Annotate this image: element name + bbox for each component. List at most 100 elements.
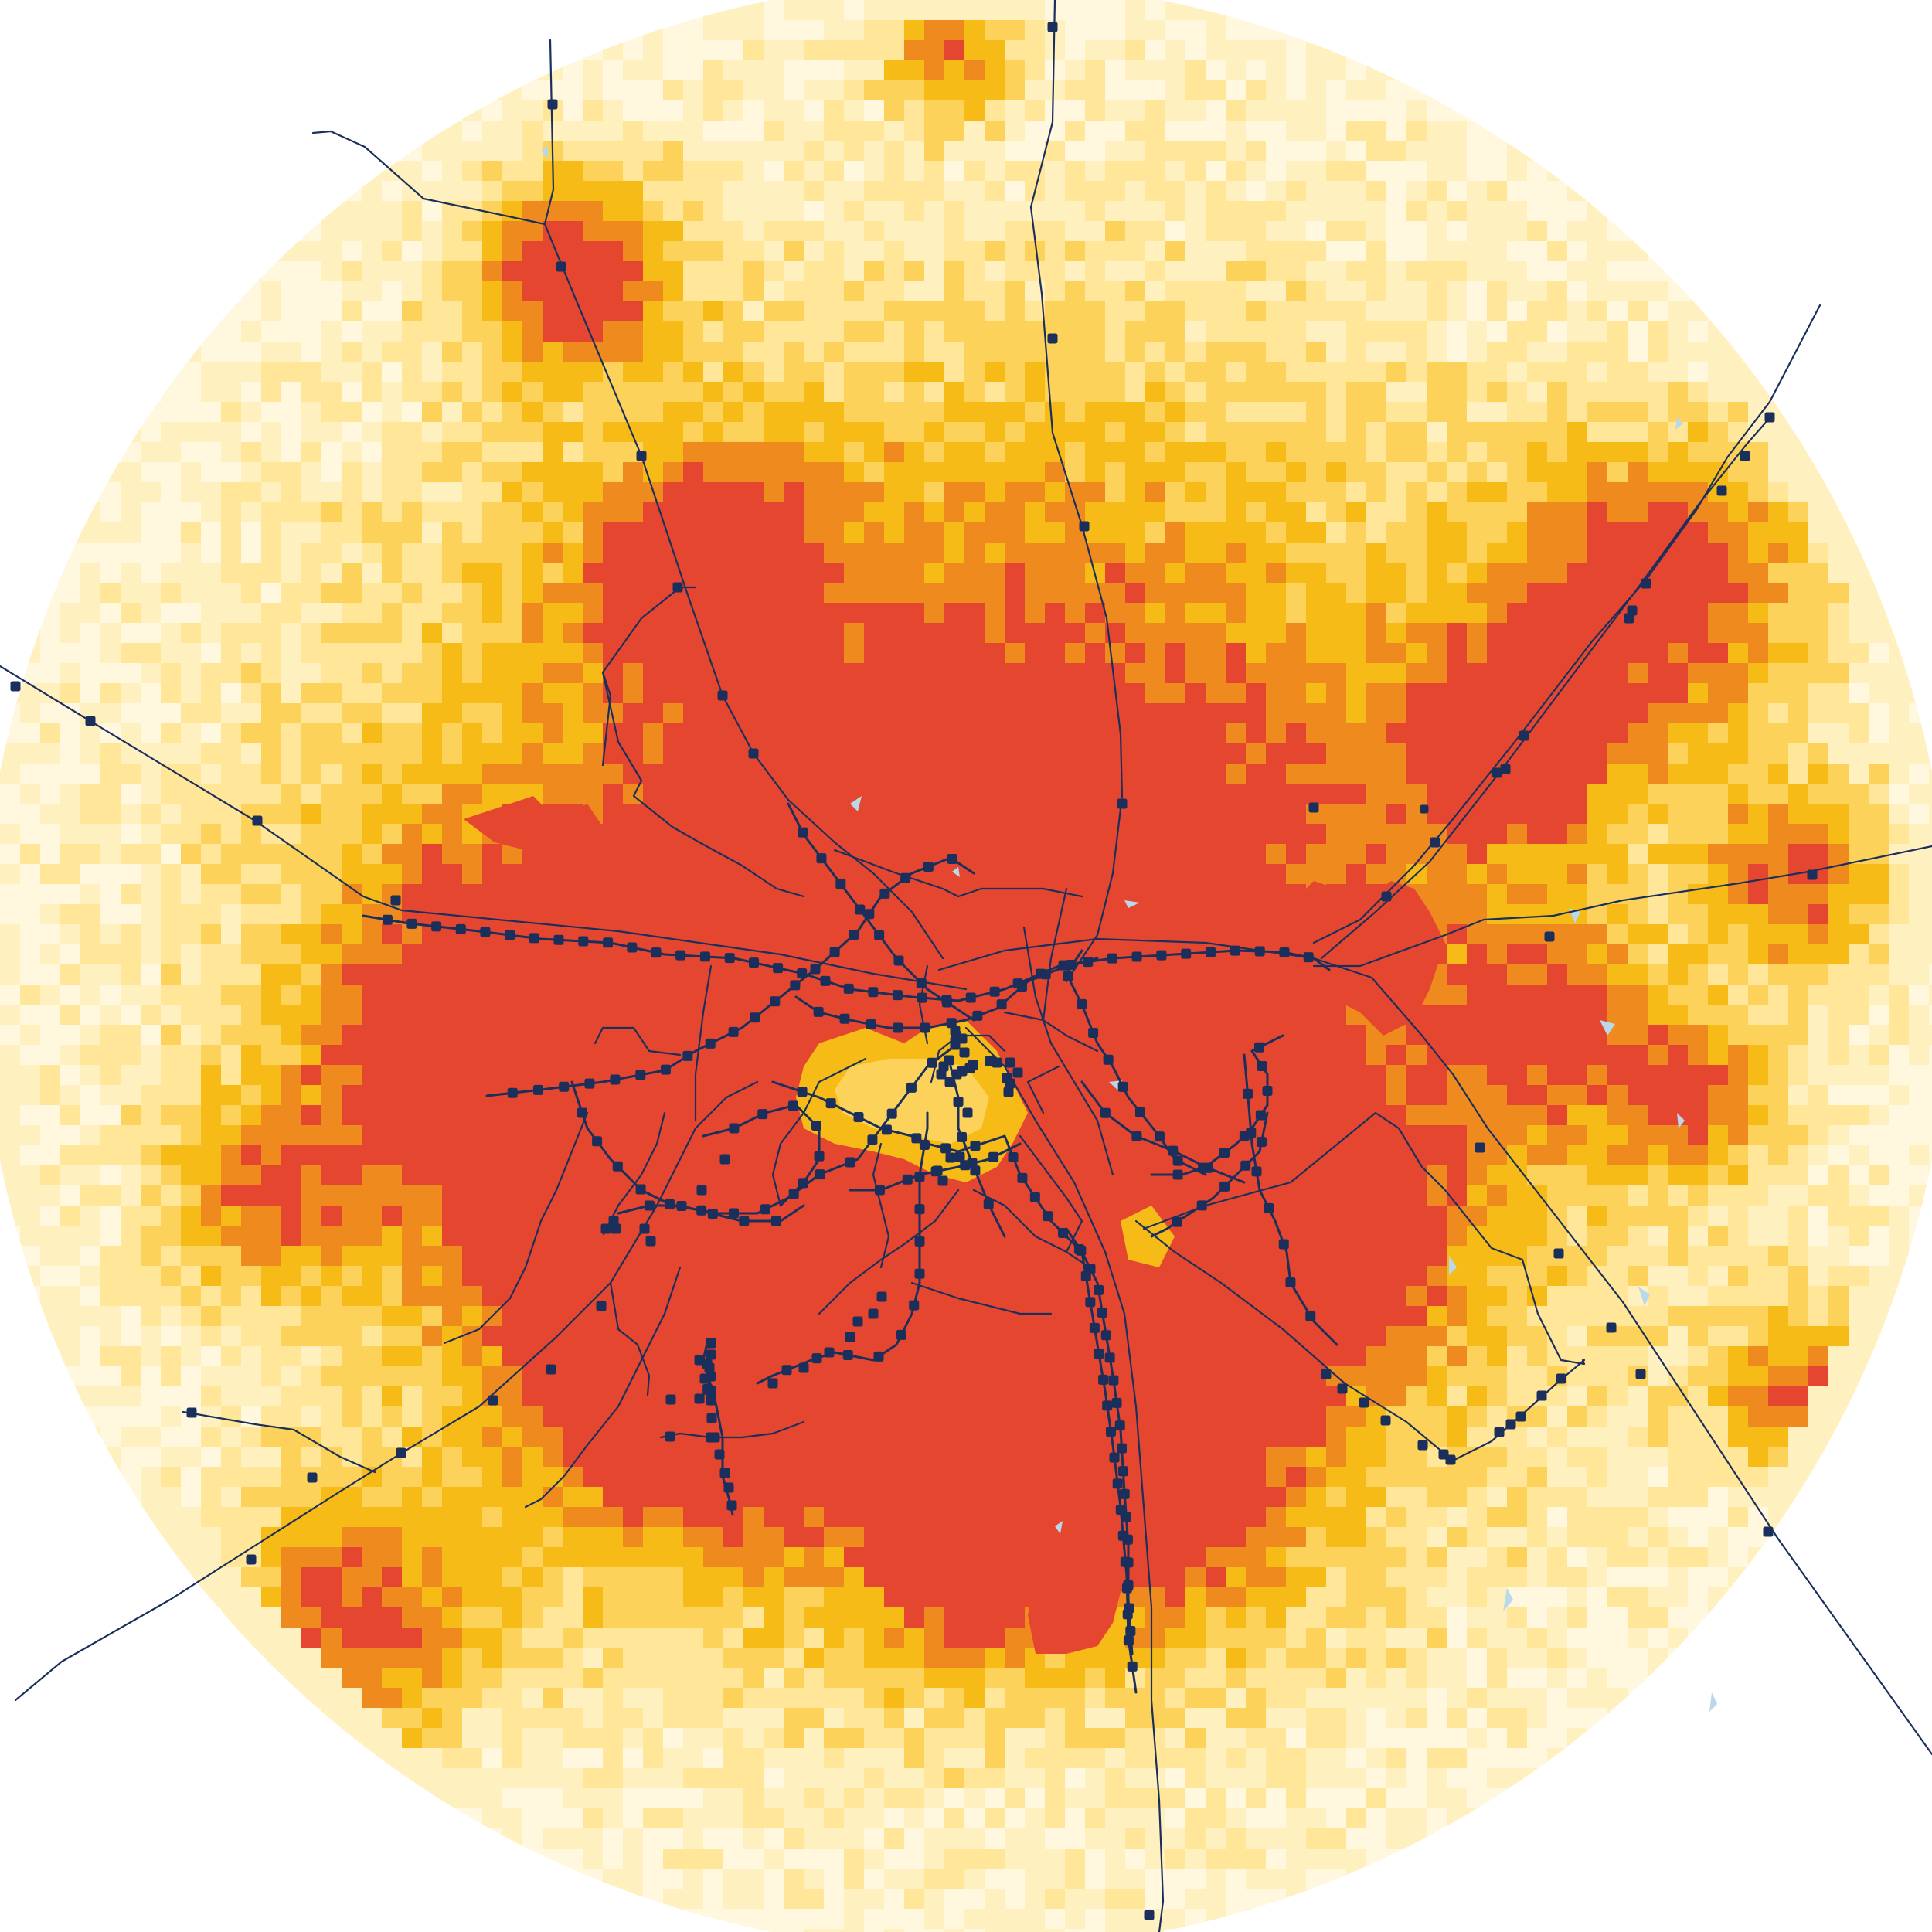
density-cell [1165, 60, 1186, 81]
density-cell [342, 864, 362, 885]
density-cell [1567, 563, 1588, 583]
density-cell [301, 683, 322, 704]
density-cell [522, 301, 543, 322]
density-cell [583, 723, 604, 744]
density-cell [281, 1065, 302, 1086]
density-cell [422, 201, 443, 222]
density-cell [100, 1206, 121, 1226]
density-cell [402, 402, 423, 423]
density-cell [824, 201, 845, 222]
density-cell [1828, 1085, 1849, 1106]
density-cell [944, 743, 965, 764]
density-cell [382, 1185, 403, 1206]
density-cell [543, 1145, 563, 1166]
density-cell [944, 683, 965, 704]
density-cell [1326, 402, 1347, 423]
density-cell [864, 442, 885, 463]
density-cell [141, 784, 162, 804]
density-cell [1185, 141, 1206, 162]
density-cell [342, 944, 362, 965]
density-cell [1286, 1045, 1307, 1066]
density-cell [1688, 1185, 1709, 1206]
density-cell [482, 1145, 503, 1166]
density-cell [1206, 281, 1226, 302]
density-cell [1728, 743, 1749, 764]
density-cell [1306, 844, 1327, 865]
density-cell [321, 764, 342, 784]
density-cell [1648, 663, 1668, 684]
density-cell [1326, 583, 1347, 604]
density-cell [884, 563, 905, 583]
density-cell [261, 502, 282, 523]
density-cell [844, 422, 865, 443]
density-cell [623, 181, 644, 202]
density-cell [20, 1185, 41, 1206]
density-cell [402, 603, 423, 624]
density-cell [1688, 1105, 1709, 1126]
density-cell [422, 422, 443, 443]
density-cell [1628, 382, 1648, 403]
density-cell [884, 100, 905, 121]
density-cell [100, 1085, 121, 1106]
density-cell [1688, 804, 1709, 825]
density-cell [362, 462, 383, 483]
density-cell [1346, 482, 1367, 503]
density-cell [1447, 221, 1468, 242]
density-cell [1849, 703, 1869, 724]
density-cell [1788, 502, 1809, 523]
density-cell [161, 583, 182, 604]
density-cell [583, 221, 604, 242]
density-cell [321, 1065, 342, 1086]
density-cell [1507, 964, 1528, 985]
density-cell [1507, 985, 1528, 1005]
density-cell [321, 723, 342, 744]
density-cell [1025, 382, 1046, 403]
density-cell [241, 864, 262, 885]
density-cell [1648, 402, 1668, 423]
density-cell [1688, 1045, 1709, 1066]
density-cell [1688, 321, 1709, 342]
density-cell [382, 522, 403, 543]
density-cell [1246, 462, 1267, 483]
density-cell [121, 442, 141, 463]
density-cell [1206, 141, 1226, 162]
density-cell [221, 623, 242, 644]
density-cell [1909, 723, 1930, 744]
density-cell [0, 824, 21, 845]
density-cell [1185, 743, 1206, 764]
density-cell [1165, 241, 1186, 262]
density-cell [1286, 20, 1307, 41]
density-cell [703, 603, 724, 624]
density-cell [1849, 522, 1869, 543]
density-cell [1246, 623, 1267, 644]
density-cell [321, 442, 342, 463]
density-cell [1728, 1125, 1749, 1146]
density-cell [1828, 603, 1849, 624]
density-cell [1386, 1045, 1407, 1066]
density-cell [743, 462, 764, 483]
density-cell [1648, 864, 1668, 885]
density-cell [1467, 442, 1488, 463]
density-cell [201, 321, 222, 342]
density-cell [844, 181, 865, 202]
density-cell [522, 864, 543, 885]
density-cell [1447, 844, 1468, 865]
density-cell [1165, 281, 1186, 302]
density-cell [1808, 1025, 1829, 1046]
density-cell [844, 623, 865, 644]
density-cell [141, 884, 162, 905]
density-cell [683, 261, 704, 282]
density-cell [884, 482, 905, 503]
density-cell [703, 723, 724, 744]
density-cell [241, 623, 262, 644]
density-cell [1266, 643, 1287, 664]
density-cell [864, 623, 885, 644]
density-cell [342, 964, 362, 985]
density-cell [382, 241, 403, 262]
density-cell [80, 804, 101, 825]
density-cell [1326, 1145, 1347, 1166]
density-cell [844, 362, 865, 383]
density-cell [462, 603, 483, 624]
density-cell [281, 502, 302, 523]
density-cell [321, 924, 342, 945]
